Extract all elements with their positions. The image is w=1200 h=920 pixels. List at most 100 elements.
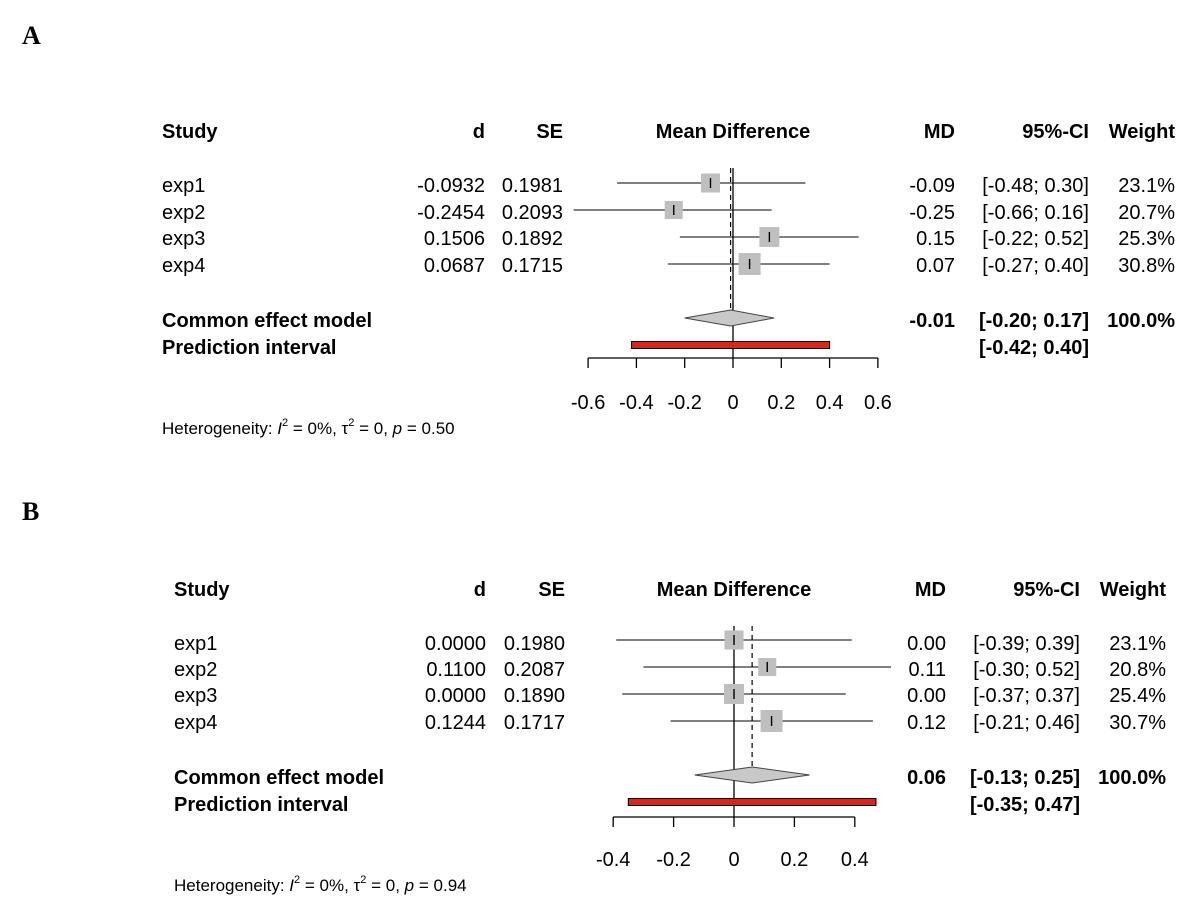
header-weight: Weight	[1109, 121, 1176, 143]
prediction-interval-ci: [-0.35; 0.47]	[970, 794, 1080, 816]
forest-plot-b: B Study d SE Mean Difference MD 95%-CI W…	[22, 497, 1166, 895]
study-weight: 23.1%	[1109, 633, 1166, 655]
study-md: 0.00	[907, 685, 946, 707]
study-d: -0.2454	[417, 202, 485, 224]
study-ci: [-0.48; 0.30]	[982, 175, 1089, 197]
study-row: exp4 0.0687 0.1715 0.07 [-0.27; 0.40] 30…	[162, 255, 1175, 277]
x-tick-label: -0.2	[656, 849, 690, 871]
study-d: 0.1506	[424, 228, 485, 250]
study-name: exp3	[162, 228, 205, 250]
panel-letter: A	[22, 21, 41, 50]
study-d: 0.0000	[425, 633, 486, 655]
common-effect-label: Common effect model	[162, 310, 372, 332]
study-d: 0.1244	[425, 712, 486, 734]
header-mean-difference: Mean Difference	[656, 121, 811, 143]
common-effect-weight: 100.0%	[1098, 767, 1166, 789]
plot-area: -0.4 -0.2 0 0.2 0.4	[596, 626, 892, 871]
common-effect-label: Common effect model	[174, 767, 384, 789]
header-se: SE	[536, 121, 563, 143]
study-md: 0.11	[909, 659, 946, 681]
study-weight: 23.1%	[1118, 175, 1175, 197]
study-d: 0.0687	[424, 255, 485, 277]
x-tick-label: -0.4	[619, 392, 653, 414]
study-md: 0.15	[916, 228, 955, 250]
study-ci: [-0.22; 0.52]	[982, 228, 1089, 250]
study-weight: 30.8%	[1118, 255, 1175, 277]
x-tick-label: -0.4	[596, 849, 630, 871]
study-se: 0.2087	[504, 659, 565, 681]
heterogeneity-text: Heterogeneity: I2 = 0%, τ2 = 0, p = 0.50	[162, 417, 455, 438]
common-effect-weight: 100.0%	[1107, 310, 1175, 332]
study-weight: 20.7%	[1118, 202, 1175, 224]
study-name: exp1	[174, 633, 217, 655]
common-effect-ci: [-0.13; 0.25]	[970, 767, 1080, 789]
study-se: 0.1890	[504, 685, 565, 707]
plot-area: -0.6 -0.4 -0.2 0 0.2 0.4 0.6	[571, 168, 892, 414]
study-name: exp4	[174, 712, 217, 734]
prediction-interval-ci: [-0.42; 0.40]	[979, 337, 1089, 359]
study-md: 0.12	[907, 712, 946, 734]
study-md: -0.25	[909, 202, 955, 224]
header-md: MD	[915, 579, 946, 601]
prediction-interval-bar	[627, 798, 877, 806]
study-weight: 30.7%	[1109, 712, 1166, 734]
study-name: exp2	[162, 202, 205, 224]
x-tick-label: 0.2	[767, 392, 795, 414]
common-effect-md: -0.01	[909, 310, 955, 332]
study-weight: 20.8%	[1109, 659, 1166, 681]
x-tick-label: 0	[728, 849, 739, 871]
header-d: d	[473, 121, 485, 143]
study-row: exp3 0.1506 0.1892 0.15 [-0.22; 0.52] 25…	[162, 228, 1175, 250]
header-ci: 95%-CI	[1013, 579, 1080, 601]
study-row: exp2 -0.2454 0.2093 -0.25 [-0.66; 0.16] …	[162, 202, 1175, 224]
study-ci: [-0.21; 0.46]	[973, 712, 1080, 734]
study-row: exp3 0.0000 0.1890 0.00 [-0.37; 0.37] 25…	[174, 685, 1166, 707]
study-weight: 25.4%	[1109, 685, 1166, 707]
x-tick-label: 0.6	[864, 392, 892, 414]
header-mean-difference: Mean Difference	[657, 579, 812, 601]
x-tick-label: 0.4	[816, 392, 844, 414]
study-d: 0.1100	[426, 659, 486, 681]
common-effect-diamond	[694, 766, 810, 784]
study-d: -0.0932	[417, 175, 485, 197]
study-se: 0.1981	[502, 175, 563, 197]
study-name: exp4	[162, 255, 205, 277]
common-effect-md: 0.06	[907, 767, 946, 789]
panel-letter: B	[22, 497, 39, 526]
study-row: exp2 0.1100 0.2087 0.11 [-0.30; 0.52] 20…	[174, 659, 1166, 681]
header-study: Study	[174, 579, 230, 601]
study-row: exp1 -0.0932 0.1981 -0.09 [-0.48; 0.30] …	[162, 175, 1175, 197]
x-tick-label: 0	[727, 392, 738, 414]
study-se: 0.1892	[502, 228, 563, 250]
header-d: d	[474, 579, 486, 601]
study-ci: [-0.66; 0.16]	[982, 202, 1089, 224]
study-ci: [-0.39; 0.39]	[973, 633, 1080, 655]
study-weight: 25.3%	[1118, 228, 1175, 250]
study-name: exp3	[174, 685, 217, 707]
prediction-interval-bar	[631, 341, 831, 349]
x-tick-label: 0.2	[780, 849, 808, 871]
study-se: 0.1717	[504, 712, 565, 734]
prediction-interval-label: Prediction interval	[174, 794, 349, 816]
header-ci: 95%-CI	[1022, 121, 1089, 143]
study-ci: [-0.37; 0.37]	[973, 685, 1080, 707]
prediction-interval-label: Prediction interval	[162, 337, 337, 359]
common-effect-ci: [-0.20; 0.17]	[979, 310, 1089, 332]
heterogeneity-text: Heterogeneity: I2 = 0%, τ2 = 0, p = 0.94	[174, 874, 467, 895]
study-row: exp4 0.1244 0.1717 0.12 [-0.21; 0.46] 30…	[174, 712, 1166, 734]
study-ci: [-0.30; 0.52]	[973, 659, 1080, 681]
x-tick-label: -0.6	[571, 392, 605, 414]
study-se: 0.1980	[504, 633, 565, 655]
study-md: 0.00	[907, 633, 946, 655]
study-md: -0.09	[909, 175, 955, 197]
header-study: Study	[162, 121, 218, 143]
study-se: 0.2093	[502, 202, 563, 224]
header-weight: Weight	[1100, 579, 1167, 601]
x-tick-label: -0.2	[667, 392, 701, 414]
header-md: MD	[924, 121, 955, 143]
header-se: SE	[538, 579, 565, 601]
study-md: 0.07	[916, 255, 955, 277]
study-ci: [-0.27; 0.40]	[982, 255, 1089, 277]
study-name: exp2	[174, 659, 217, 681]
